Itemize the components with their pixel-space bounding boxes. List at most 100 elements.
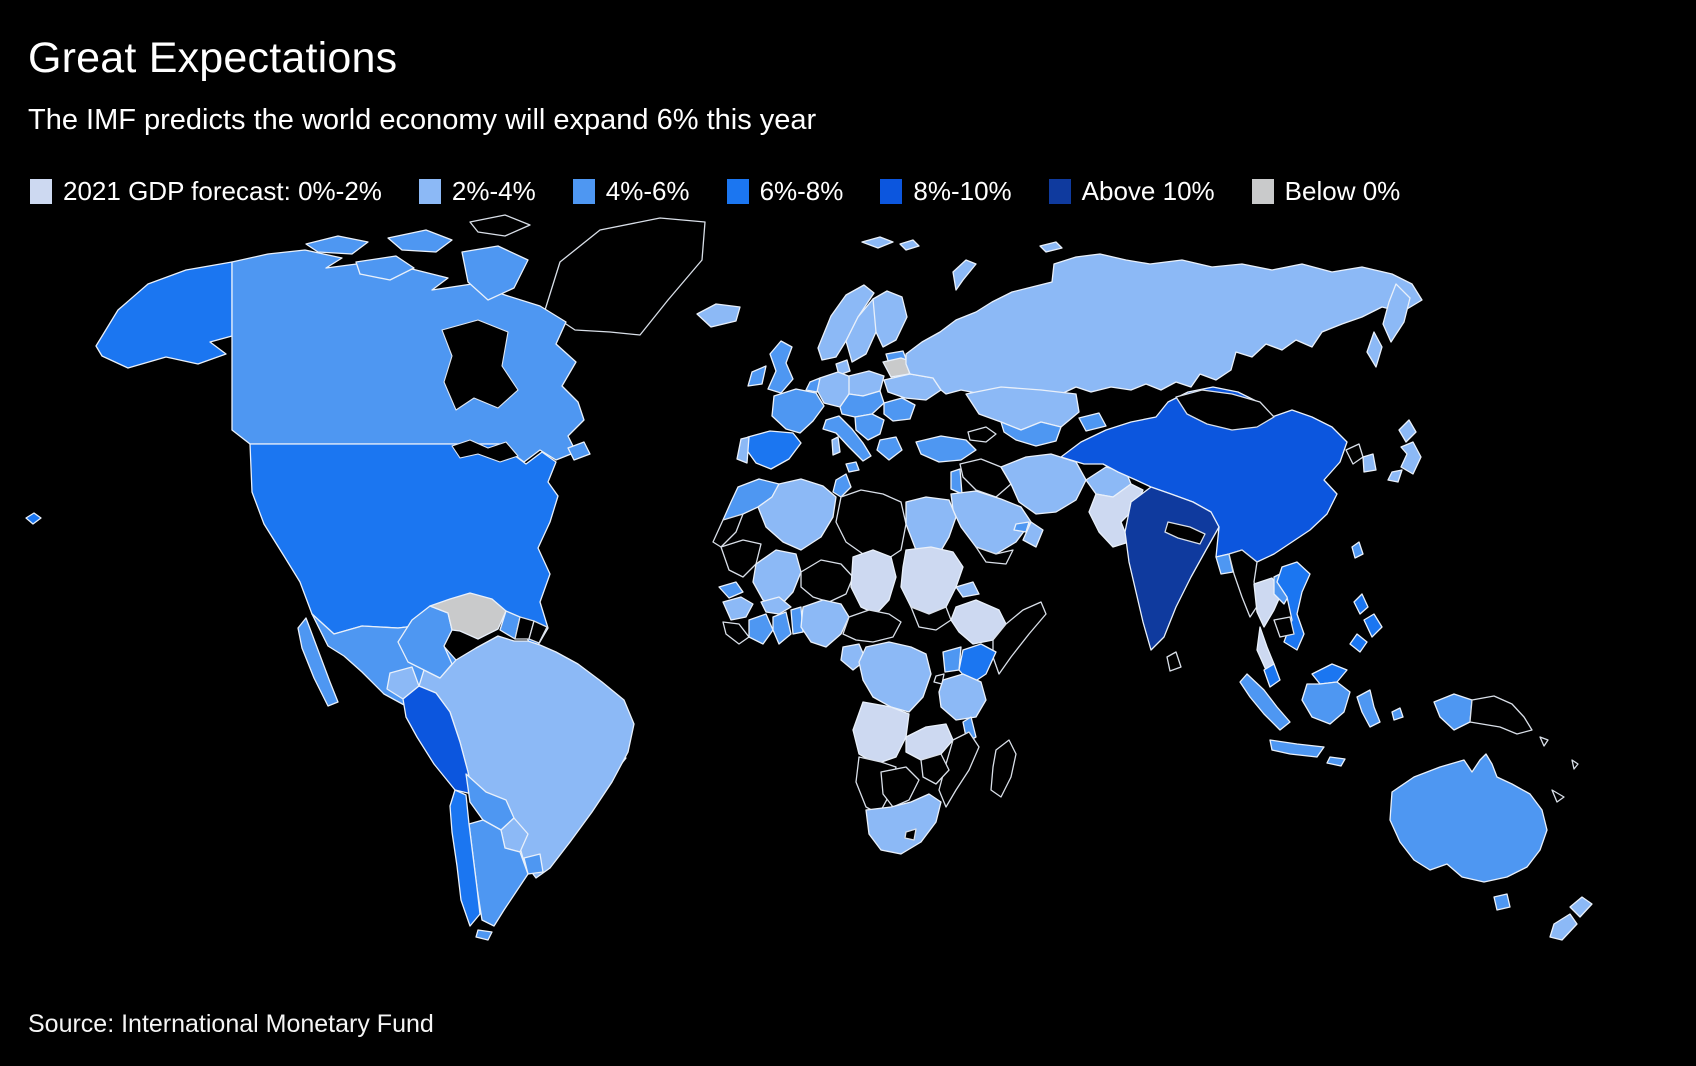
country-tunisia[interactable] [832,473,852,498]
country-indonesia-kalimantan[interactable] [1301,681,1351,725]
country-tasmania[interactable] [1493,893,1511,911]
country-mongolia[interactable] [1175,389,1275,431]
country-libya[interactable] [835,489,907,563]
country-dr-congo[interactable] [858,641,932,713]
country-hawaii[interactable] [25,512,42,525]
country-burkina-faso[interactable] [760,596,792,615]
country-uae-qatar[interactable] [1013,521,1030,533]
country-sierra-leone-liberia[interactable] [722,621,750,645]
country-nepal[interactable] [1164,521,1206,545]
country-sicily[interactable] [845,461,860,473]
country-tanzania[interactable] [938,673,987,721]
country-ireland[interactable] [747,365,767,387]
country-canada-island-3[interactable] [355,255,415,281]
country-sri-lanka[interactable] [1166,651,1182,672]
country-indonesia-sulawesi[interactable] [1356,689,1381,728]
country-canada[interactable] [231,249,585,463]
country-iceland[interactable] [696,303,741,328]
country-togo-benin[interactable] [790,606,804,635]
country-turkey[interactable] [915,435,977,463]
country-finland[interactable] [872,290,908,348]
country-nigeria[interactable] [800,599,850,648]
country-venezuela[interactable] [429,592,507,640]
country-egypt[interactable] [905,496,957,555]
country-taiwan[interactable] [1351,541,1364,559]
country-baffin[interactable] [461,245,529,301]
country-lesotho[interactable] [904,828,917,841]
country-eritrea[interactable] [955,581,980,598]
country-israel-jordan[interactable] [950,468,963,495]
country-uganda[interactable] [942,646,962,673]
country-south-africa[interactable] [865,793,942,855]
country-senegal[interactable] [718,581,744,599]
country-chile[interactable] [449,789,481,927]
country-zimbabwe[interactable] [920,753,950,785]
country-denmark[interactable] [835,359,851,376]
country-greenland[interactable] [544,217,706,336]
country-australia[interactable] [1389,753,1548,883]
country-japan-hokkaido[interactable] [1398,419,1417,443]
country-japan-honshu[interactable] [1400,441,1422,475]
country-caucasus[interactable] [967,426,997,443]
country-pakistan[interactable] [1088,483,1144,548]
country-balkans[interactable] [854,413,885,441]
country-kazakhstan[interactable] [965,386,1080,431]
country-new-zealand-south[interactable] [1549,913,1578,941]
country-central-asia[interactable] [1000,421,1062,447]
country-sudan[interactable] [900,546,964,615]
country-cameroon-car[interactable] [842,609,902,643]
country-western-sahara[interactable] [712,513,744,548]
country-sakhalin[interactable] [1366,331,1383,368]
country-cambodia[interactable] [1273,616,1295,638]
country-south-korea[interactable] [1362,453,1377,473]
country-mali[interactable] [752,549,802,608]
country-niger[interactable] [800,559,854,603]
country-arctic-island[interactable] [469,214,531,237]
country-papua-new-guinea[interactable] [1469,695,1533,735]
country-morocco[interactable] [722,478,780,525]
country-tierra-del-fuego[interactable] [475,929,493,941]
country-svalbard[interactable] [861,236,894,249]
country-spain[interactable] [745,430,802,470]
country-north-korea[interactable] [1345,443,1364,465]
country-portugal[interactable] [736,436,750,464]
country-kyrgyzstan-tajikistan[interactable] [1078,412,1107,432]
country-greece[interactable] [876,436,903,461]
country-india[interactable] [1124,486,1220,651]
country-malaysia-peninsula[interactable] [1263,663,1281,688]
country-zambia[interactable] [905,723,954,761]
country-new-zealand-north[interactable] [1569,896,1593,918]
country-philippines-visayas[interactable] [1363,613,1383,638]
country-thailand-peninsula[interactable] [1256,626,1275,671]
country-romania-bulgaria[interactable] [883,397,916,422]
country-japan-kyushu[interactable] [1387,469,1403,483]
country-syria-iraq[interactable] [959,458,1012,498]
country-kamchatka[interactable] [1382,283,1411,343]
country-united-kingdom[interactable] [767,340,794,394]
country-italy[interactable] [822,415,872,462]
country-colombia[interactable] [397,605,453,679]
country-benelux[interactable] [805,377,821,393]
country-indonesia-java[interactable] [1269,739,1325,758]
country-botswana[interactable] [880,766,920,808]
country-vietnam[interactable] [1276,561,1311,651]
country-guinea[interactable] [722,596,754,621]
country-canada-island-2[interactable] [387,229,453,253]
country-newfoundland[interactable] [567,441,591,461]
country-indonesia-papua[interactable] [1433,693,1473,731]
country-yemen[interactable] [975,546,1014,565]
country-baja[interactable] [297,617,339,707]
country-alaska[interactable] [95,261,233,369]
country-vanuatu[interactable] [1571,759,1579,770]
country-philippines-luzon[interactable] [1353,593,1369,615]
country-new-caledonia[interactable] [1551,789,1565,803]
country-indonesia-lesser-sunda[interactable] [1326,756,1346,767]
country-solomon-islands[interactable] [1539,736,1549,747]
country-norway[interactable] [817,284,875,361]
country-saudi-arabia[interactable] [950,490,1032,555]
country-philippines-mindanao[interactable] [1349,633,1368,653]
country-russia[interactable] [905,253,1423,395]
country-sardinia-corsica[interactable] [831,436,841,456]
country-indonesia-maluku[interactable] [1391,707,1404,721]
country-malaysia-borneo[interactable] [1311,663,1348,685]
